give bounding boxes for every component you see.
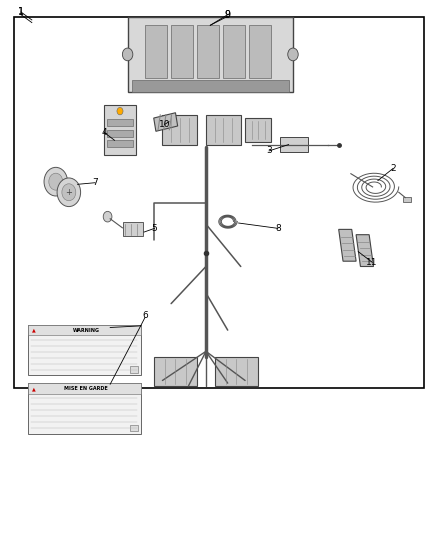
Text: 5: 5 <box>152 224 158 233</box>
Bar <box>171 25 193 78</box>
Bar <box>280 137 308 152</box>
Bar <box>250 25 271 78</box>
Bar <box>107 130 133 136</box>
Circle shape <box>122 48 133 61</box>
Circle shape <box>117 108 123 115</box>
Circle shape <box>288 48 298 61</box>
Circle shape <box>57 178 81 207</box>
Bar <box>107 119 133 126</box>
Bar <box>245 118 271 142</box>
Bar <box>132 80 289 92</box>
Polygon shape <box>339 229 356 261</box>
Text: 2: 2 <box>390 164 396 173</box>
Bar <box>223 25 245 78</box>
Bar <box>145 25 167 78</box>
Text: 6: 6 <box>142 311 148 320</box>
Bar <box>162 115 197 144</box>
Bar <box>215 357 258 386</box>
Text: 4: 4 <box>101 128 107 137</box>
Bar <box>107 140 133 147</box>
Text: ▲: ▲ <box>32 328 35 333</box>
Bar <box>28 383 141 394</box>
Text: 1: 1 <box>18 7 24 17</box>
Circle shape <box>44 167 67 196</box>
Bar <box>130 424 138 431</box>
Text: WARNING: WARNING <box>73 328 100 333</box>
Bar <box>28 325 141 335</box>
Bar <box>123 222 143 236</box>
Bar <box>206 115 241 144</box>
Bar <box>154 357 197 386</box>
Bar <box>14 17 424 389</box>
Circle shape <box>62 184 76 201</box>
Text: MISE EN GARDE: MISE EN GARDE <box>64 386 108 391</box>
Text: ▲: ▲ <box>32 386 35 391</box>
Bar <box>28 325 141 375</box>
Bar <box>403 197 411 202</box>
Bar <box>104 105 136 155</box>
Polygon shape <box>356 235 374 266</box>
Bar <box>197 25 219 78</box>
Text: 8: 8 <box>275 224 281 233</box>
Circle shape <box>103 212 112 222</box>
Circle shape <box>49 173 63 190</box>
Text: 9: 9 <box>225 10 231 20</box>
Bar <box>127 17 293 92</box>
Text: 7: 7 <box>92 178 98 187</box>
Text: +: + <box>65 188 72 197</box>
Text: 9: 9 <box>225 10 230 19</box>
Text: 10: 10 <box>159 120 170 129</box>
Bar <box>130 366 138 373</box>
Text: 3: 3 <box>266 147 272 156</box>
Text: 1: 1 <box>18 7 24 17</box>
Bar <box>28 383 141 433</box>
Polygon shape <box>154 113 178 131</box>
Text: 11: 11 <box>367 258 378 266</box>
